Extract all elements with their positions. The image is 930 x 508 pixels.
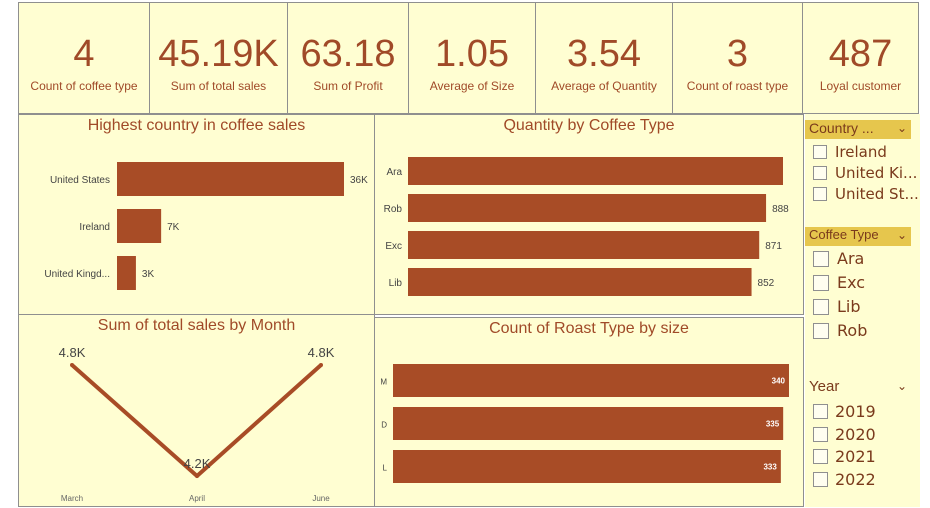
sales-by-month-chart: 4.8K March 4.2K April 4.8K June <box>59 345 335 503</box>
data-label: 4.8K <box>59 345 86 360</box>
kpi-label: Loyal customer <box>819 79 902 93</box>
data-label: 3K <box>142 269 155 280</box>
kpi-card-profit: 63.18 Sum of Profit <box>287 2 409 114</box>
kpi-label: Sum of Profit <box>313 79 383 93</box>
kpi-card-loyal-customer: 487 Loyal customer <box>802 2 919 114</box>
x-tick-label: June <box>312 494 330 503</box>
kpi-label: Count of coffee type <box>30 79 138 93</box>
chevron-down-icon[interactable]: ⌄ <box>896 379 907 393</box>
bar <box>393 407 784 440</box>
kpi-card-roast-type-count: 3 Count of roast type <box>672 2 803 114</box>
line-point <box>70 363 74 367</box>
bar <box>408 157 783 185</box>
category-label: D <box>381 421 387 430</box>
kpi-label: Average of Quantity <box>551 79 657 93</box>
kpi-label: Sum of total sales <box>170 79 267 93</box>
chart-country-sales-panel: Highest country in coffee sales United S… <box>18 114 375 315</box>
category-label: L <box>383 464 388 473</box>
checkbox[interactable] <box>813 404 828 419</box>
kpi-label: Average of Size <box>429 79 515 93</box>
data-label: 4.8K <box>308 345 335 360</box>
checkbox[interactable] <box>813 166 827 180</box>
category-label: United Kingd... <box>44 269 110 280</box>
chart-title: Quantity by Coffee Type <box>503 117 675 134</box>
quantity-by-coffee-type-chart: Ara Rob 888 Exc 871 Lib 852 <box>384 157 789 296</box>
kpi-value: 4 <box>73 33 95 75</box>
chevron-down-icon[interactable]: ⌄ <box>896 121 907 135</box>
chart-title: Highest country in coffee sales <box>87 117 306 134</box>
bar <box>393 450 781 483</box>
checkbox[interactable] <box>813 299 829 315</box>
coffee-type-slicer-header[interactable]: Coffee Type ⌄ <box>805 227 911 246</box>
kpi-value: 487 <box>828 33 893 75</box>
data-label: 852 <box>758 278 775 289</box>
slicer-panel: Country ... ⌄ Ireland United Ki... Unite… <box>805 114 920 507</box>
bar <box>117 162 344 196</box>
chart-quantity-panel: Quantity by Coffee Type Ara Rob 888 Exc 871 L… <box>374 114 804 315</box>
year-slicer-title: Year <box>809 378 840 395</box>
data-label: 36K <box>350 175 368 186</box>
checkbox[interactable] <box>813 427 828 442</box>
data-label: 871 <box>765 241 782 252</box>
data-label: 7K <box>167 222 180 233</box>
chart-monthly-sales-panel: Sum of total sales by Month 4.8K March 4.2… <box>18 314 375 507</box>
kpi-card-coffee-type-count: 4 Count of coffee type <box>18 2 150 114</box>
data-label: 888 <box>772 204 789 215</box>
checkbox[interactable] <box>813 449 828 464</box>
bar <box>393 364 789 397</box>
kpi-value: 45.19K <box>158 33 279 75</box>
checkbox[interactable] <box>813 472 828 487</box>
checkbox[interactable] <box>813 251 829 267</box>
category-label: Lib <box>389 278 403 289</box>
data-label: 335 <box>766 420 780 429</box>
bar <box>408 194 767 222</box>
data-label: 333 <box>763 463 777 472</box>
bar <box>117 256 136 290</box>
data-label: 4.2K <box>184 456 211 471</box>
category-label: United States <box>50 175 110 186</box>
data-label: 340 <box>772 377 786 386</box>
category-label: Exc <box>385 241 402 252</box>
checkbox[interactable] <box>813 145 827 159</box>
line-point <box>195 474 199 478</box>
chevron-down-icon[interactable]: ⌄ <box>896 228 907 242</box>
checkbox[interactable] <box>813 323 829 339</box>
country-slicer-title: Country ... <box>809 120 874 136</box>
chart-title: Count of Roast Type by size <box>489 320 689 337</box>
kpi-label: Count of roast type <box>686 79 789 93</box>
category-label: Ireland <box>79 222 110 233</box>
coffee-type-slicer-title: Coffee Type <box>809 227 879 242</box>
category-label: M <box>380 378 387 387</box>
roast-type-by-size-chart: M 340 D 335 L 333 <box>380 364 789 483</box>
kpi-value: 1.05 <box>435 33 509 75</box>
country-sales-chart: United States 36K Ireland 7K United Kingd...… <box>44 162 368 290</box>
checkbox[interactable] <box>813 275 829 291</box>
kpi-card-total-sales: 45.19K Sum of total sales <box>149 2 288 114</box>
x-tick-label: March <box>61 494 83 503</box>
category-label: Ara <box>386 167 402 178</box>
line-point <box>319 363 323 367</box>
kpi-value: 3.54 <box>567 33 641 75</box>
x-tick-label: April <box>189 494 205 503</box>
category-label: Rob <box>384 204 403 215</box>
bar <box>408 231 760 259</box>
kpi-card-average-size: 1.05 Average of Size <box>408 2 536 114</box>
bar <box>408 268 752 296</box>
kpi-value: 63.18 <box>300 33 396 75</box>
country-slicer-header[interactable]: Country ... ⌄ <box>805 120 911 139</box>
kpi-card-average-quantity: 3.54 Average of Quantity <box>535 2 673 114</box>
year-slicer-header[interactable]: Year ⌄ <box>805 378 911 397</box>
checkbox[interactable] <box>813 187 827 201</box>
chart-title: Sum of total sales by Month <box>97 317 296 334</box>
bar <box>117 209 162 243</box>
kpi-value: 3 <box>726 33 749 75</box>
chart-roast-size-panel: Count of Roast Type by size M 340 D 335 L 333 <box>374 317 804 507</box>
